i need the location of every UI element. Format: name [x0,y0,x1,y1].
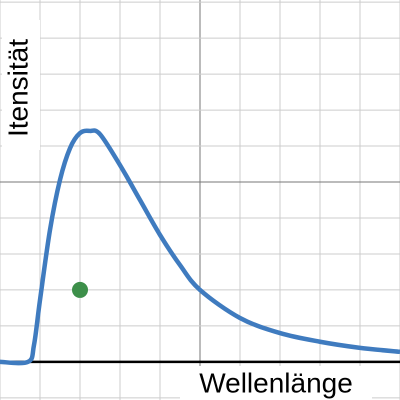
plot-area [0,128,400,366]
line [0,128,400,366]
label-background [2,20,40,150]
x-axis-label: Wellenlänge [199,367,353,398]
point [72,281,88,298]
y-axis-label: Itensität [2,39,33,137]
label-background [180,366,372,400]
